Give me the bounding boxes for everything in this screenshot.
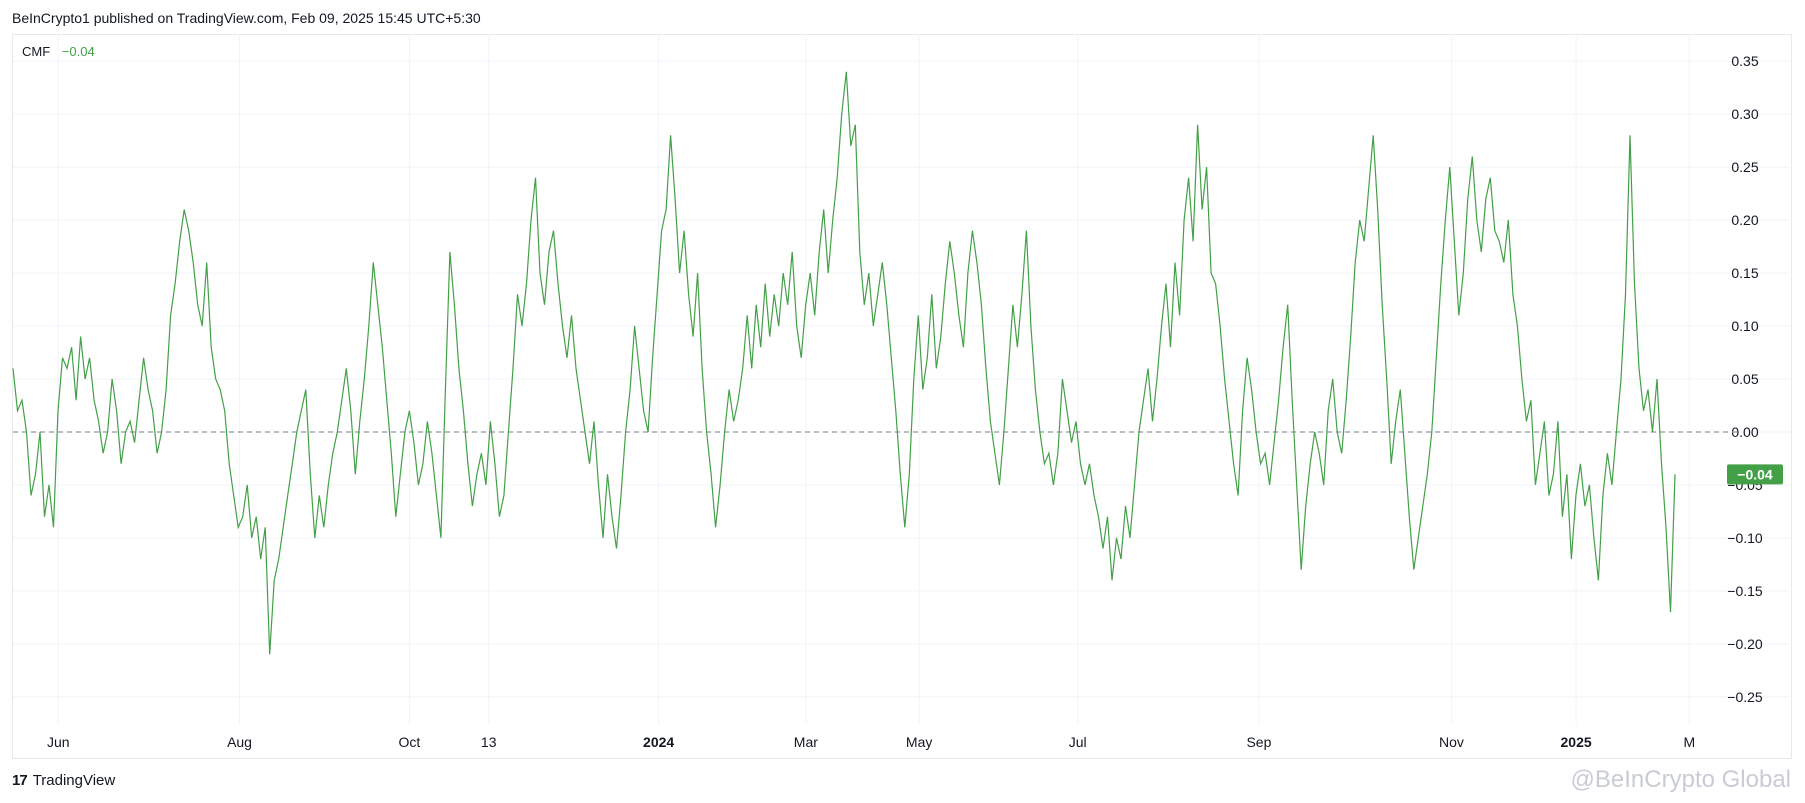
x-tick-label: Nov — [1439, 734, 1464, 750]
last-value-badge — [1727, 464, 1783, 485]
x-tick-label: May — [906, 734, 932, 750]
x-tick-label: Aug — [227, 734, 252, 750]
y-tick-label: −0.25 — [1727, 689, 1763, 705]
y-tick-label: 0.25 — [1731, 159, 1758, 175]
cmf-chart[interactable]: 0.350.300.250.200.150.100.050.00−0.05−0.… — [0, 0, 1805, 760]
tradingview-mark-icon: 17 — [12, 772, 28, 789]
x-tick-label: 13 — [481, 734, 497, 750]
last-value-label: −0.04 — [1737, 466, 1773, 482]
x-tick-label: 2025 — [1561, 734, 1592, 750]
x-tick-label: Sep — [1246, 734, 1271, 750]
indicator-name: CMF — [22, 44, 51, 59]
watermark: @BeInCrypto Global — [1570, 766, 1791, 793]
cmf-series-line — [12, 71, 1676, 655]
indicator-value: −0.04 — [61, 44, 95, 59]
x-tick-label: 2024 — [643, 734, 674, 750]
y-tick-label: 0.00 — [1731, 424, 1758, 440]
y-tick-label: −0.20 — [1727, 636, 1763, 652]
y-tick-label: 0.20 — [1731, 212, 1758, 228]
publish-info: BeInCrypto1 published on TradingView.com… — [12, 10, 481, 26]
x-tick-label: Jul — [1069, 734, 1087, 750]
tradingview-logo[interactable]: 17 TradingView — [12, 772, 115, 789]
y-tick-label: −0.10 — [1727, 530, 1763, 546]
y-tick-label: 0.10 — [1731, 318, 1758, 334]
tradingview-brand: TradingView — [32, 772, 116, 789]
indicator-legend[interactable]: CMF −0.04 — [22, 44, 95, 59]
x-tick-label: Jun — [47, 734, 70, 750]
y-tick-label: 0.05 — [1731, 371, 1758, 387]
y-tick-label: 0.35 — [1731, 53, 1758, 69]
x-tick-label: M — [1684, 734, 1696, 750]
y-tick-label: −0.15 — [1727, 583, 1763, 599]
chart-frame — [12, 34, 1792, 759]
y-tick-label: 0.15 — [1731, 265, 1758, 281]
y-tick-label: 0.30 — [1731, 106, 1758, 122]
x-tick-label: Mar — [794, 734, 818, 750]
x-tick-label: Oct — [399, 734, 421, 750]
